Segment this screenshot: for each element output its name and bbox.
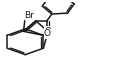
Text: O: O <box>44 27 51 36</box>
Text: O: O <box>44 29 51 38</box>
Text: Br: Br <box>24 11 34 20</box>
